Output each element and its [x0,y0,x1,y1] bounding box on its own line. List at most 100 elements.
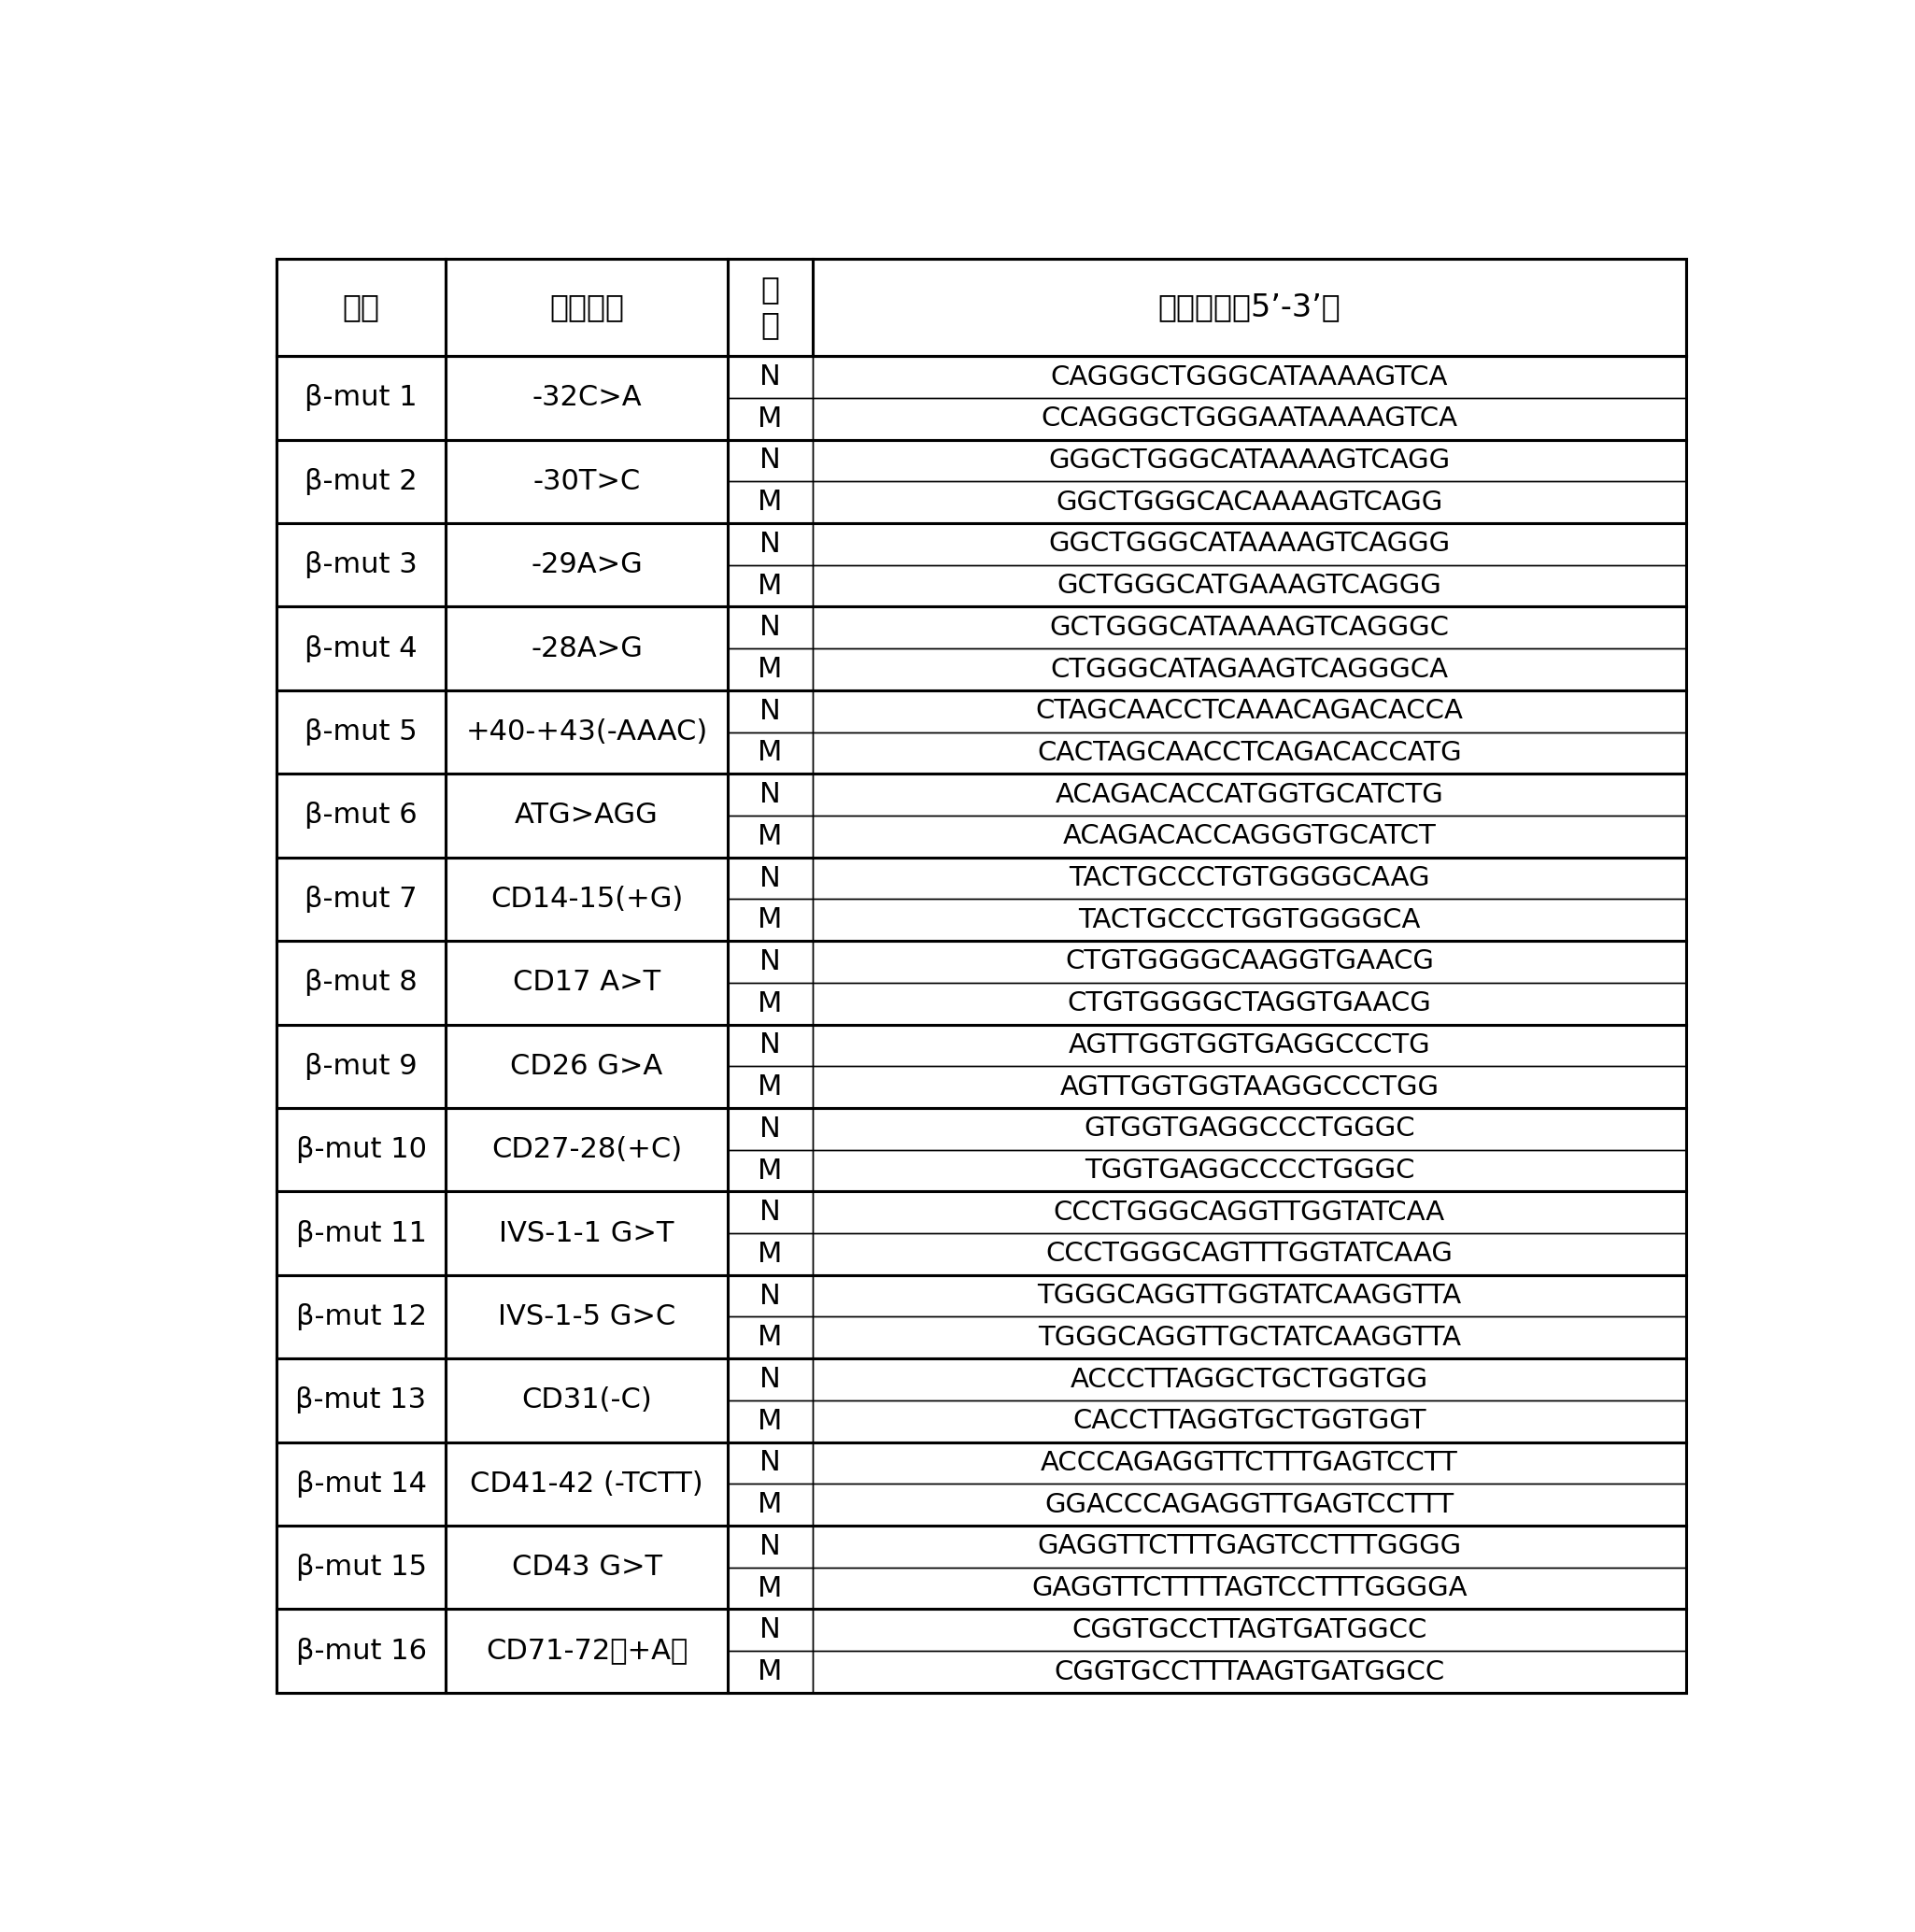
Text: CTGGGCATAGAAGTCAGGGCA: CTGGGCATAGAAGTCAGGGCA [1049,657,1448,682]
Bar [728,941,812,983]
Bar [276,440,446,524]
Text: M: M [758,1492,781,1519]
Text: β-mut 16: β-mut 16 [295,1638,427,1665]
Bar [276,690,446,775]
Bar [812,1526,1687,1567]
Text: CD71-72（+A）: CD71-72（+A） [486,1638,687,1665]
Text: M: M [758,1157,781,1184]
Text: CD26 G>A: CD26 G>A [511,1053,663,1080]
Bar [812,858,1687,898]
Bar [728,1024,812,1066]
Text: β-mut 1: β-mut 1 [304,384,417,412]
Bar [446,1192,728,1275]
Bar [446,1609,728,1692]
Text: CGGTGCCTTTAAGTGATGGCC: CGGTGCCTTTAAGTGATGGCC [1053,1660,1444,1685]
Bar [812,941,1687,983]
Bar [728,815,812,858]
Text: β-mut 12: β-mut 12 [295,1304,427,1331]
Text: M: M [758,740,781,767]
Text: CD17 A>T: CD17 A>T [513,970,661,997]
Text: 突变位点: 突变位点 [550,292,624,323]
Bar [728,690,812,732]
Bar [812,1318,1687,1358]
Bar [446,941,728,1024]
Bar [446,524,728,607]
Text: +40-+43(-AAAC): +40-+43(-AAAC) [465,719,709,746]
Bar [446,1275,728,1358]
Bar [812,649,1687,690]
Bar [276,1609,446,1692]
Bar [446,1107,728,1192]
Text: GCTGGGCATAAAAGTCAGGGC: GCTGGGCATAAAAGTCAGGGC [1049,614,1450,641]
Text: CGGTGCCTTAGTGATGGCC: CGGTGCCTTAGTGATGGCC [1072,1617,1427,1642]
Bar [446,1358,728,1441]
Text: GGACCCAGAGGTTGAGTCCTTT: GGACCCAGAGGTTGAGTCCTTT [1046,1492,1453,1519]
Bar [728,649,812,690]
Text: β-mut 9: β-mut 9 [304,1053,417,1080]
Bar [728,858,812,898]
Text: TGGGCAGGTTGCTATCAAGGTTA: TGGGCAGGTTGCTATCAAGGTTA [1038,1325,1461,1350]
Bar [276,1192,446,1275]
Bar [812,481,1687,524]
Text: N: N [760,1617,781,1644]
Bar [276,1275,446,1358]
Bar [812,983,1687,1024]
Bar [728,983,812,1024]
Bar [446,690,728,775]
Text: 探针序列（5’-3’）: 探针序列（5’-3’） [1159,292,1340,323]
Text: N: N [760,1283,781,1310]
Bar [446,1441,728,1526]
Text: β-mut 4: β-mut 4 [304,636,417,663]
Bar [276,1107,446,1192]
Bar [728,1107,812,1150]
Bar [276,775,446,858]
Text: M: M [758,406,781,433]
Text: ACAGACACCAGGGTGCATCT: ACAGACACCAGGGTGCATCT [1063,823,1436,850]
Text: TACTGCCCTGTGGGGCAAG: TACTGCCCTGTGGGGCAAG [1069,866,1431,891]
Text: M: M [758,823,781,850]
Text: β-mut 11: β-mut 11 [295,1219,427,1246]
Bar [276,858,446,941]
Bar [276,259,446,355]
Bar [812,607,1687,649]
Text: N: N [760,1366,781,1393]
Bar [446,440,728,524]
Text: GAGGTTCTTTTAGTCCTTTGGGGA: GAGGTTCTTTTAGTCCTTTGGGGA [1032,1575,1467,1602]
Bar [812,1024,1687,1066]
Bar [728,1358,812,1401]
Text: 编号: 编号 [343,292,379,323]
Bar [812,1150,1687,1192]
Bar [812,775,1687,815]
Text: CD31(-C): CD31(-C) [521,1387,651,1414]
Bar [728,898,812,941]
Text: β-mut 6: β-mut 6 [304,802,417,829]
Text: N: N [760,949,781,976]
Text: CCCTGGGCAGGTTGGTATCAA: CCCTGGGCAGGTTGGTATCAA [1053,1200,1446,1225]
Text: CD27-28(+C): CD27-28(+C) [492,1136,682,1163]
Bar [728,1401,812,1441]
Bar [276,1441,446,1526]
Text: N: N [760,446,781,473]
Bar [728,607,812,649]
Text: CCAGGGCTGGGAATAAAAGTCA: CCAGGGCTGGGAATAAAAGTCA [1042,406,1457,433]
Text: β-mut 13: β-mut 13 [295,1387,427,1414]
Text: β-mut 7: β-mut 7 [304,885,417,912]
Bar [812,440,1687,481]
Bar [446,607,728,690]
Text: CD14-15(+G): CD14-15(+G) [490,885,684,912]
Bar [728,1233,812,1275]
Text: AGTTGGTGGTGAGGCCCTG: AGTTGGTGGTGAGGCCCTG [1069,1032,1431,1059]
Text: N: N [760,866,781,893]
Text: CCCTGGGCAGTTTGGTATCAAG: CCCTGGGCAGTTTGGTATCAAG [1046,1240,1453,1267]
Text: -32C>A: -32C>A [532,384,642,412]
Text: 探
针: 探 针 [760,274,779,340]
Bar [728,524,812,564]
Text: IVS-1-1 G>T: IVS-1-1 G>T [500,1219,674,1246]
Bar [728,259,812,355]
Text: GGGCTGGGCATAAAAGTCAGG: GGGCTGGGCATAAAAGTCAGG [1048,448,1450,473]
Text: β-mut 10: β-mut 10 [295,1136,427,1163]
Text: N: N [760,1532,781,1559]
Bar [728,1192,812,1233]
Text: β-mut 2: β-mut 2 [304,468,417,495]
Bar [812,1567,1687,1609]
